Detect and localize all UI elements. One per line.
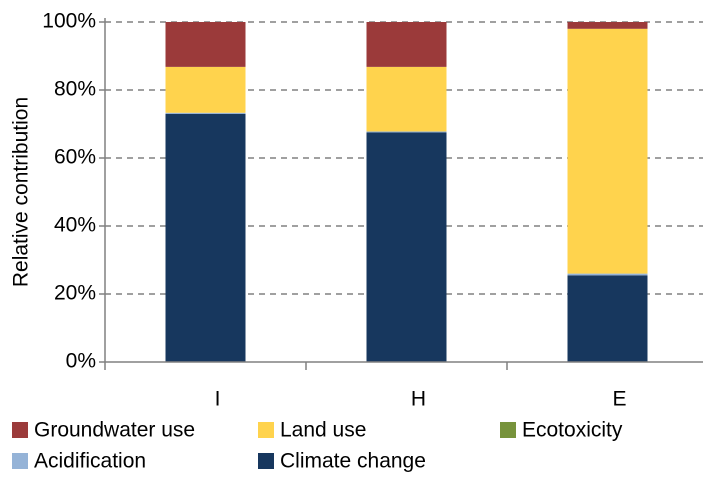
bar-segment (567, 22, 648, 29)
y-axis-label: Relative contribution (10, 97, 33, 287)
legend-label: Land use (280, 419, 366, 442)
bar-segment (165, 66, 246, 113)
y-tick-label: 60% (54, 146, 96, 169)
y-tick-label: 0% (66, 350, 96, 373)
x-tick-label: I (215, 388, 221, 411)
bar-segment (165, 113, 246, 362)
x-tick-label: H (411, 388, 426, 411)
legend-swatch (12, 453, 28, 469)
legend-label: Climate change (280, 450, 426, 473)
bar-segment (366, 132, 447, 362)
y-tick-label: 20% (54, 282, 96, 305)
y-tick-label: 80% (54, 78, 96, 101)
y-tick-label: 40% (54, 214, 96, 237)
bar-segment (567, 275, 648, 362)
x-tick-label: E (612, 388, 626, 411)
y-tick-label: 100% (42, 10, 96, 33)
bar-segment (366, 66, 447, 132)
legend-swatch (258, 422, 274, 438)
bar-segment (366, 22, 447, 67)
legend-swatch (258, 453, 274, 469)
bar-segment (165, 22, 246, 67)
bar-segment (567, 28, 648, 274)
legend-label: Groundwater use (34, 419, 195, 442)
bar-segment (165, 112, 246, 114)
bar-segment (366, 131, 447, 133)
legend-label: Acidification (34, 450, 146, 473)
legend-label: Ecotoxicity (522, 419, 623, 442)
legend-swatch (500, 422, 516, 438)
bar-segment (567, 273, 648, 276)
legend-swatch (12, 422, 28, 438)
